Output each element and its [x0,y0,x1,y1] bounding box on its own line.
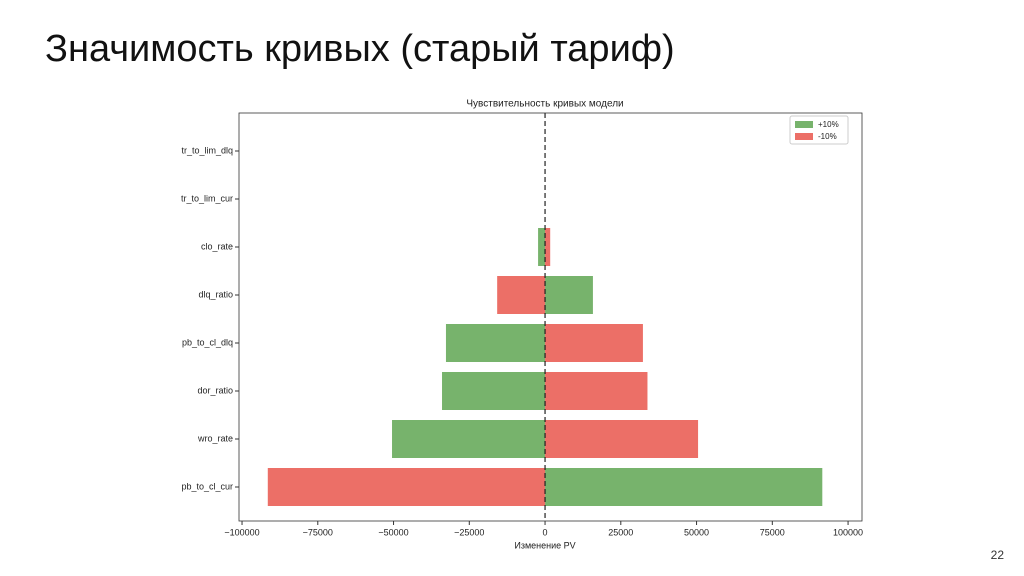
bar [538,228,546,266]
legend-label: -10% [818,132,837,141]
legend-swatch [795,133,813,140]
y-tick-label: wro_rate [197,433,233,443]
bar [267,468,546,506]
legend-label: +10% [818,120,839,129]
bar [392,420,546,458]
plot-frame [238,112,863,522]
bar [445,324,546,362]
y-tick-label: tr_to_lim_dlq [181,145,233,155]
x-tick-label: 25000 [608,527,633,537]
legend-swatch [795,121,813,128]
bar [545,420,699,458]
bar [442,372,546,410]
x-tick-label: 100000 [833,527,863,537]
chart-title: Чувствительность кривых модели [466,99,623,110]
bar [545,324,643,362]
slide-title: Значимость кривых (старый тариф) [45,28,675,70]
x-tick-label: 0 [543,527,548,537]
x-tick-label: −25000 [454,527,484,537]
y-tick-label: clo_rate [201,241,233,251]
x-tick-label: −75000 [303,527,333,537]
y-tick-label: dor_ratio [197,385,233,395]
bar [497,276,546,314]
x-axis-label: Изменение PV [514,540,575,550]
x-tick-label: −100000 [224,527,259,537]
x-tick-label: 75000 [760,527,785,537]
y-tick-label: pb_to_cl_dlq [182,337,233,347]
bar [545,372,648,410]
bar [545,228,551,266]
bar [545,468,823,506]
y-tick-label: dlq_ratio [198,289,233,299]
page-number: 22 [990,548,1004,562]
y-tick-label: pb_to_cl_cur [181,481,233,491]
bar [545,276,593,314]
x-tick-label: 50000 [684,527,709,537]
y-tick-label: tr_to_lim_cur [181,193,233,203]
x-tick-label: −50000 [378,527,408,537]
